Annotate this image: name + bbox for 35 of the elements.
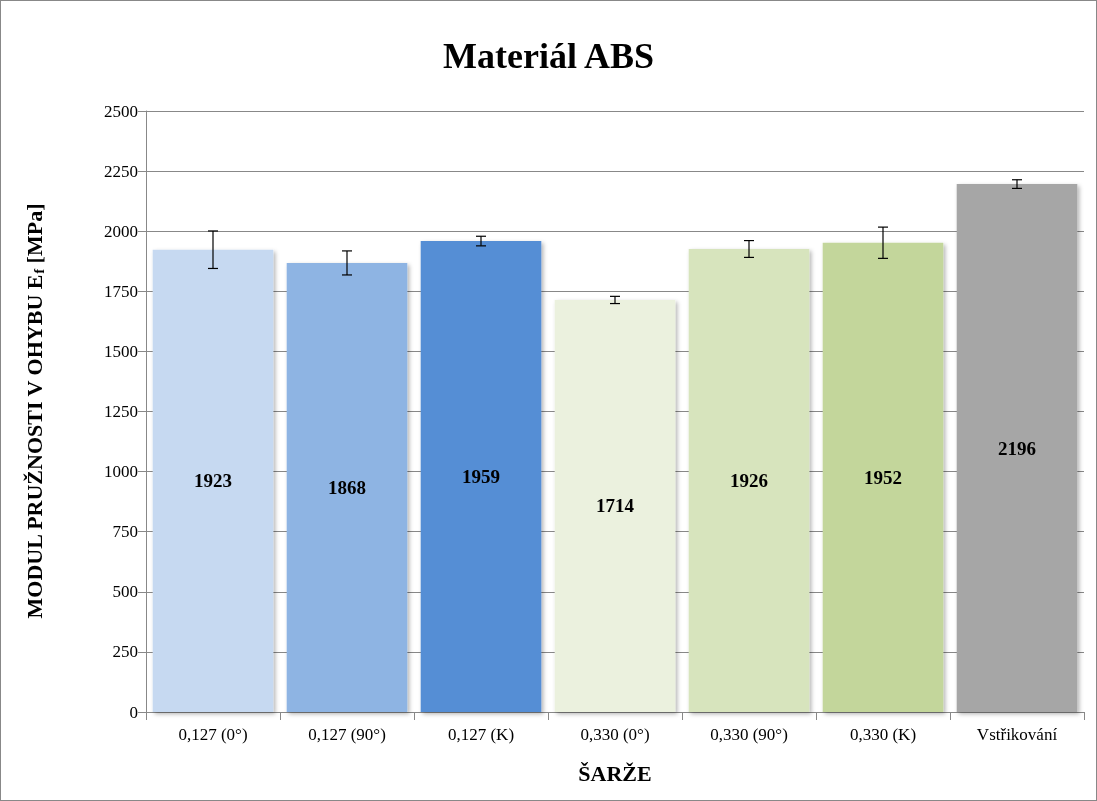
data-label: 2196 — [998, 437, 1036, 459]
x-tick-label: 0,330 (0°) — [580, 725, 650, 744]
data-label: 1923 — [194, 470, 232, 492]
bar — [822, 242, 944, 712]
bar — [420, 241, 542, 712]
y-tick-label: 250 — [112, 642, 138, 662]
data-label: 1959 — [462, 466, 500, 488]
y-tick-label: 2500 — [104, 101, 138, 121]
data-label: 1868 — [328, 476, 366, 498]
y-axis-title: MODUL PRUŽNOSTI V OHYBU Ef [MPa] — [21, 203, 47, 619]
x-tick-label: Vstřikování — [976, 725, 1058, 744]
y-tick-label: 1000 — [104, 462, 138, 482]
x-tick-label: 0,127 (0°) — [178, 725, 248, 744]
data-label: 1952 — [864, 466, 902, 488]
y-tick-label: 500 — [112, 582, 138, 602]
x-tick-label: 0,127 (90°) — [308, 725, 386, 744]
chart-title: Materiál ABS — [443, 36, 654, 76]
x-tick-label: 0,330 (90°) — [710, 725, 788, 744]
bar — [152, 249, 274, 712]
y-tick-label: 1750 — [104, 281, 138, 301]
data-label: 1926 — [730, 469, 768, 491]
bar — [554, 299, 676, 712]
x-tick-label: 0,127 (K) — [447, 725, 515, 744]
y-tick-label: 2250 — [104, 161, 138, 181]
y-tick-label: 0 — [129, 702, 138, 722]
bar — [956, 184, 1078, 712]
x-axis-title: ŠARŽE — [578, 760, 652, 786]
bar — [688, 248, 810, 712]
y-tick-label: 1250 — [104, 402, 138, 421]
data-label: 1714 — [596, 495, 635, 517]
y-tick-label: 2000 — [104, 221, 138, 241]
y-tick-label: 1500 — [104, 341, 138, 361]
bar — [286, 262, 408, 712]
y-tick-label: 750 — [112, 522, 138, 542]
x-tick-label: 0,330 (K) — [849, 725, 917, 744]
